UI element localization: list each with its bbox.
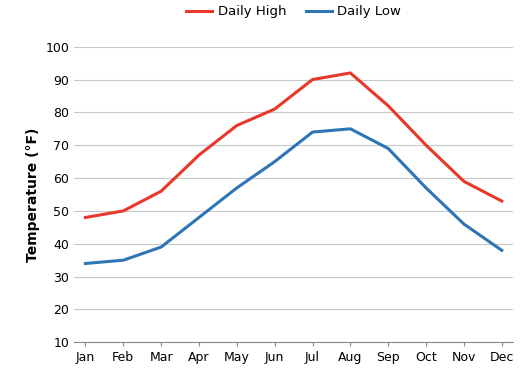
Daily Low bbox=[196, 215, 202, 220]
Daily High bbox=[158, 189, 165, 194]
Daily High bbox=[347, 71, 353, 75]
Daily High bbox=[234, 123, 240, 128]
Daily Low bbox=[271, 159, 278, 164]
Legend: Daily High, Daily Low: Daily High, Daily Low bbox=[180, 0, 407, 24]
Daily Low bbox=[385, 146, 391, 151]
Daily High bbox=[499, 199, 505, 203]
Daily Low bbox=[461, 222, 467, 226]
Line: Daily Low: Daily Low bbox=[85, 129, 502, 263]
Daily High bbox=[309, 77, 316, 82]
Daily Low bbox=[82, 261, 88, 266]
Daily Low bbox=[347, 126, 353, 131]
Line: Daily High: Daily High bbox=[85, 73, 502, 217]
Daily High bbox=[385, 103, 391, 108]
Daily Low bbox=[499, 248, 505, 253]
Daily Low bbox=[158, 245, 165, 249]
Daily Low bbox=[120, 258, 126, 263]
Daily High bbox=[82, 215, 88, 220]
Daily Low bbox=[309, 130, 316, 135]
Daily High bbox=[120, 209, 126, 213]
Daily High bbox=[271, 107, 278, 111]
Daily High bbox=[196, 153, 202, 158]
Daily Low bbox=[423, 186, 429, 190]
Y-axis label: Temperature (°F): Temperature (°F) bbox=[26, 127, 40, 262]
Daily Low bbox=[234, 186, 240, 190]
Daily High bbox=[423, 143, 429, 147]
Daily High bbox=[461, 179, 467, 184]
